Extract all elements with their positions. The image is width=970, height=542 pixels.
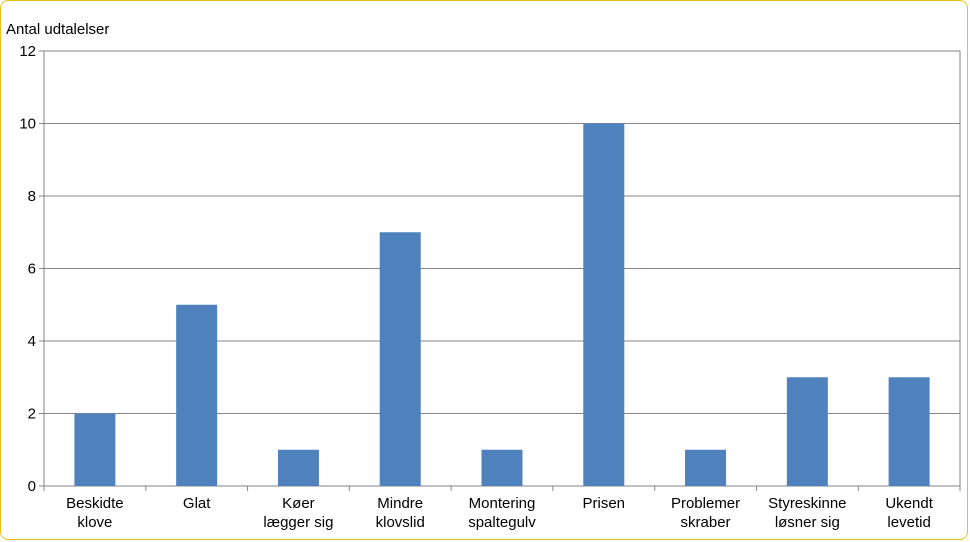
x-tick-label: klovslid [376,514,425,531]
x-tick-label: Prisen [583,495,626,512]
bar [481,449,523,486]
bar [277,449,319,486]
y-tick-label: 2 [28,406,36,423]
bar [685,449,727,486]
y-tick-label: 6 [28,261,36,278]
bar [786,377,828,486]
x-tick-label: Beskidte [66,495,124,512]
y-tick-label: 4 [28,333,36,350]
x-tick-label: løsner sig [775,514,840,531]
x-tick-label: spaltegulv [468,514,536,531]
x-tick-label: Ukendt [885,495,933,512]
x-tick-label: Styreskinne [768,495,846,512]
y-tick-label: 12 [19,43,36,60]
y-tick-label: 8 [28,188,36,205]
y-axis-label: Antal udtalelser [6,21,110,38]
x-tick-label: Køer [282,495,315,512]
x-tick-label: levetid [887,514,930,531]
bar [888,377,930,486]
bar [379,232,421,486]
bar [74,413,116,486]
y-tick-label: 10 [19,116,36,133]
x-tick-label: Montering [469,495,536,512]
bar [583,123,625,486]
x-tick-label: klove [77,514,112,531]
x-tick-label: lægger sig [263,514,333,531]
bar [176,304,218,486]
x-tick-label: skraber [681,514,731,531]
x-tick-label: Mindre [377,495,423,512]
y-tick-label: 0 [28,478,36,495]
x-tick-label: Glat [183,495,211,512]
x-tick-label: Problemer [671,495,740,512]
